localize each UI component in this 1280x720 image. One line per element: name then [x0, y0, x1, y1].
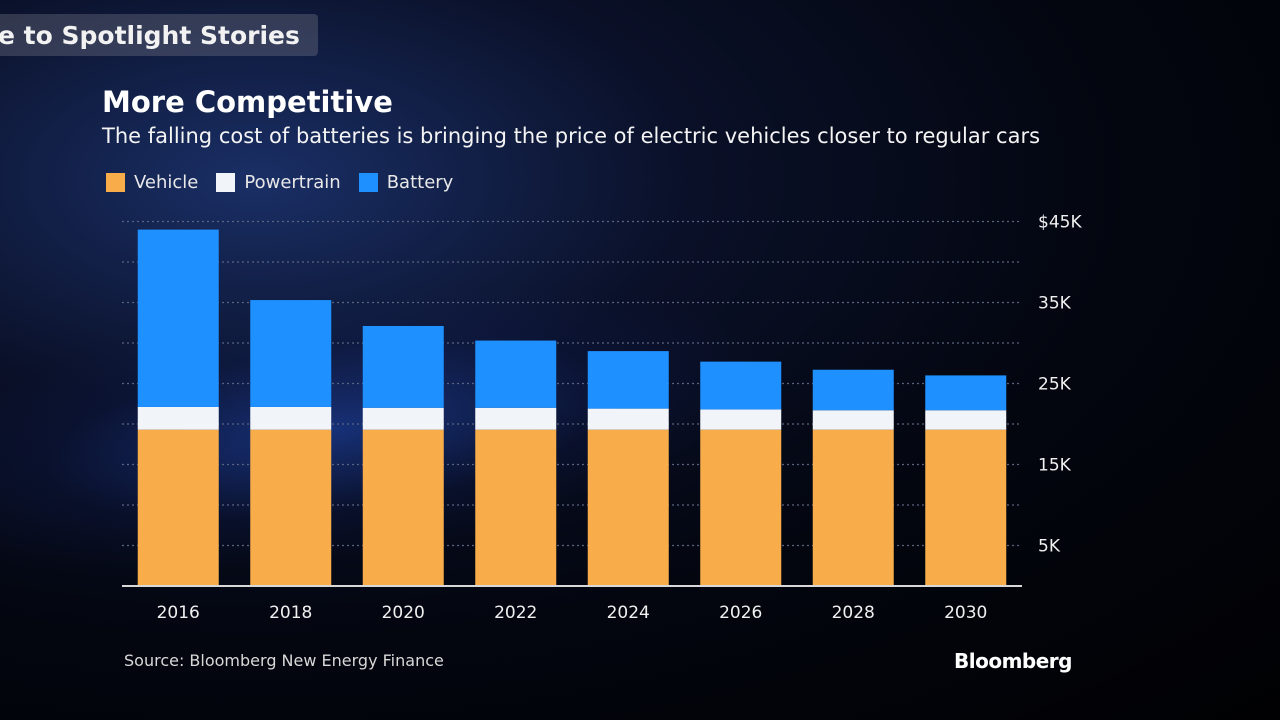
x-tick-label-2030: 2030	[944, 603, 987, 623]
bar-segment-powertrain-2026	[700, 409, 782, 430]
bar-segment-vehicle-2026	[700, 429, 782, 586]
bar-segment-vehicle-2028	[812, 429, 894, 586]
y-tick-label: 25K	[1038, 375, 1072, 395]
bar-segment-powertrain-2022	[475, 407, 557, 430]
bar-segment-vehicle-2022	[475, 429, 557, 586]
legend-swatch-vehicle	[106, 173, 125, 192]
bar-segment-vehicle-2020	[362, 429, 444, 586]
bar-segment-battery-2030	[925, 375, 1007, 411]
chart-subtitle: The falling cost of batteries is bringin…	[102, 124, 1041, 148]
y-tick-label: 35K	[1038, 294, 1072, 314]
y-tick-label: 15K	[1038, 456, 1072, 476]
back-label: e to Spotlight Stories	[0, 20, 300, 50]
x-tick-label-2024: 2024	[607, 603, 650, 623]
legend-item-vehicle: Vehicle	[106, 172, 198, 193]
chart-legend: Vehicle Powertrain Battery	[106, 172, 453, 193]
bar-segment-vehicle-2030	[925, 429, 1007, 586]
bar-segment-vehicle-2018	[250, 429, 332, 586]
bar-segment-powertrain-2018	[250, 406, 332, 430]
legend-label-battery: Battery	[386, 172, 454, 193]
legend-label-powertrain: Powertrain	[244, 172, 341, 193]
legend-item-battery: Battery	[358, 172, 454, 193]
bar-segment-battery-2024	[587, 351, 669, 409]
bar-segment-battery-2026	[700, 361, 782, 410]
chart-title: More Competitive	[102, 85, 393, 119]
back-to-spotlight-button[interactable]: e to Spotlight Stories	[0, 14, 318, 56]
source-note: Source: Bloomberg New Energy Finance	[124, 651, 444, 670]
x-tick-label-2028: 2028	[832, 603, 875, 623]
legend-swatch-battery	[358, 173, 378, 192]
bar-segment-battery-2018	[250, 300, 332, 407]
bar-segment-powertrain-2016	[137, 406, 219, 430]
bar-segment-powertrain-2028	[812, 410, 894, 430]
bloomberg-logo: Bloomberg	[954, 649, 1072, 673]
x-tick-label-2016: 2016	[157, 603, 200, 623]
legend-item-powertrain: Powertrain	[216, 172, 341, 193]
x-tick-label-2018: 2018	[269, 603, 312, 623]
bar-segment-battery-2020	[362, 325, 444, 408]
bar-segment-battery-2022	[475, 340, 557, 408]
legend-label-vehicle: Vehicle	[134, 172, 199, 193]
bar-segment-powertrain-2024	[587, 408, 669, 430]
bar-segment-battery-2028	[812, 369, 894, 411]
bar-segment-powertrain-2020	[362, 407, 444, 430]
bar-segment-powertrain-2030	[925, 410, 1007, 430]
x-tick-label-2020: 2020	[382, 603, 425, 623]
legend-swatch-powertrain	[216, 173, 236, 192]
y-tick-label: $45K	[1038, 213, 1082, 233]
x-tick-label-2026: 2026	[719, 603, 762, 623]
bar-segment-battery-2016	[137, 229, 219, 407]
x-tick-label-2022: 2022	[494, 603, 537, 623]
bar-segment-vehicle-2024	[587, 429, 669, 586]
y-tick-label: 5K	[1038, 537, 1061, 557]
bar-segment-vehicle-2016	[137, 429, 219, 586]
